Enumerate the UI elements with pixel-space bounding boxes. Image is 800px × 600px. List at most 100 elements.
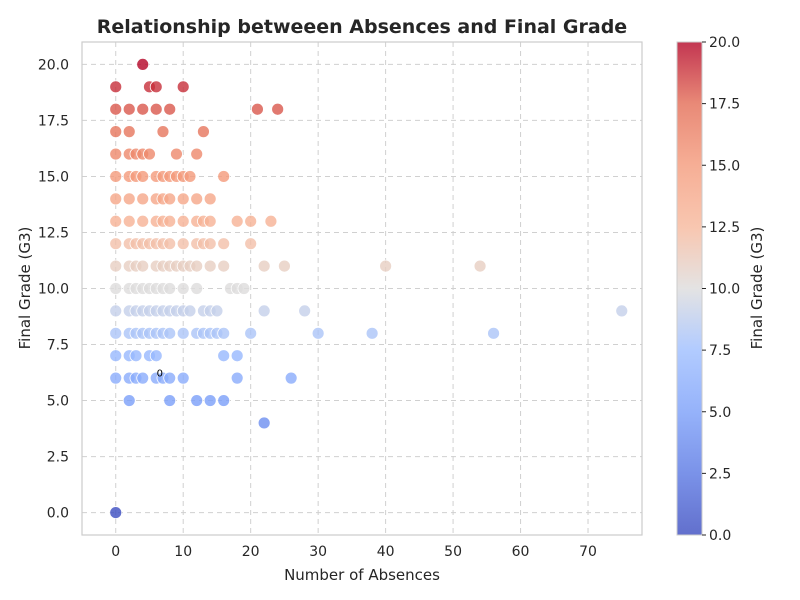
data-point <box>122 192 136 206</box>
data-point <box>217 237 231 251</box>
data-point <box>109 371 123 385</box>
x-tick-label: 0 <box>111 544 120 560</box>
data-point <box>163 282 177 295</box>
data-point <box>109 304 123 318</box>
data-point <box>230 214 244 228</box>
data-point <box>365 326 379 340</box>
data-point <box>176 282 190 295</box>
data-point <box>176 214 190 228</box>
data-point <box>183 304 197 318</box>
data-point <box>109 125 123 139</box>
data-point <box>271 102 285 116</box>
data-point <box>264 214 278 228</box>
data-point <box>257 304 271 318</box>
data-point <box>176 237 190 251</box>
colorbar-tick-label: 7.5 <box>709 343 731 359</box>
colorbar-label: Final Grade (G3) <box>748 227 766 350</box>
data-point <box>176 371 190 385</box>
data-point <box>122 394 136 407</box>
data-point <box>190 394 204 407</box>
y-tick-label: 10.0 <box>38 282 69 298</box>
data-point <box>311 326 325 340</box>
annotation-label: 0 <box>157 369 163 380</box>
data-point <box>163 237 177 251</box>
data-point <box>109 259 123 273</box>
colorbar-tick-label: 10.0 <box>709 282 740 298</box>
data-point <box>190 147 204 161</box>
data-point <box>109 237 123 251</box>
data-point <box>156 125 170 139</box>
data-point <box>183 170 197 183</box>
data-point <box>251 102 264 116</box>
data-point <box>473 259 487 273</box>
data-point <box>109 349 123 363</box>
data-point <box>190 259 204 273</box>
data-point <box>163 214 177 228</box>
data-point <box>163 102 177 116</box>
data-point <box>109 214 123 228</box>
data-point <box>237 282 251 295</box>
data-point <box>143 147 156 161</box>
x-tick-label: 50 <box>444 544 462 560</box>
data-point <box>136 259 150 273</box>
data-point <box>109 506 123 519</box>
colorbar-tick-label: 20.0 <box>709 35 740 51</box>
x-tick-label: 10 <box>174 544 192 560</box>
data-point <box>129 349 143 363</box>
data-point <box>149 102 163 116</box>
data-point <box>217 170 231 183</box>
colorbar-tick-labels: 0.0 2.5 5.0 7.5 10.0 12.5 15.0 17.5 20.0 <box>702 35 740 544</box>
data-point <box>190 282 204 295</box>
data-point <box>298 304 312 318</box>
data-point <box>109 80 123 94</box>
data-point <box>176 192 190 206</box>
plot-frame <box>81 41 643 536</box>
data-point <box>136 214 150 228</box>
data-point <box>278 259 291 273</box>
data-point <box>109 192 123 206</box>
colorbar-tick-label: 12.5 <box>709 220 740 236</box>
colorbar-tick-label: 17.5 <box>709 97 740 113</box>
data-point <box>230 349 244 363</box>
data-point <box>203 259 217 273</box>
y-axis-label: Final Grade (G3) <box>16 227 34 350</box>
colorbar-tick-label: 5.0 <box>709 405 731 421</box>
data-point <box>163 371 177 385</box>
data-point <box>203 192 217 206</box>
data-point <box>203 214 217 228</box>
colorbar-tick-label: 2.5 <box>709 466 731 482</box>
data-point <box>149 349 163 363</box>
y-tick-labels: 0.0 2.5 5.0 7.5 10.0 12.5 15.0 17.5 20.0 <box>38 57 69 521</box>
data-point <box>217 394 231 407</box>
y-tick-label: 7.5 <box>47 338 69 354</box>
data-point <box>109 282 123 295</box>
data-point <box>122 125 136 139</box>
data-point <box>149 80 163 94</box>
x-tick-label: 30 <box>309 544 327 560</box>
y-tick-label: 5.0 <box>47 394 69 410</box>
x-tick-label: 60 <box>512 544 530 560</box>
data-point <box>257 259 271 273</box>
y-tick-label: 0.0 <box>47 506 69 522</box>
data-point <box>136 102 150 116</box>
colorbar-tick-label: 15.0 <box>709 158 740 174</box>
x-tick-label: 20 <box>242 544 260 560</box>
data-point <box>203 394 217 407</box>
x-tick-labels: 0 10 20 30 40 50 60 70 <box>111 544 597 560</box>
data-point <box>217 259 231 273</box>
data-point <box>136 371 150 385</box>
data-point <box>109 102 123 116</box>
data-point <box>136 192 150 206</box>
y-tick-label: 15.0 <box>38 169 69 185</box>
data-point <box>163 394 177 407</box>
data-point <box>487 326 500 340</box>
data-point <box>109 147 123 161</box>
data-point <box>163 192 177 206</box>
data-point <box>244 237 258 251</box>
data-point <box>244 326 258 340</box>
data-point <box>615 304 629 318</box>
data-point <box>217 326 231 340</box>
data-point <box>136 58 150 71</box>
